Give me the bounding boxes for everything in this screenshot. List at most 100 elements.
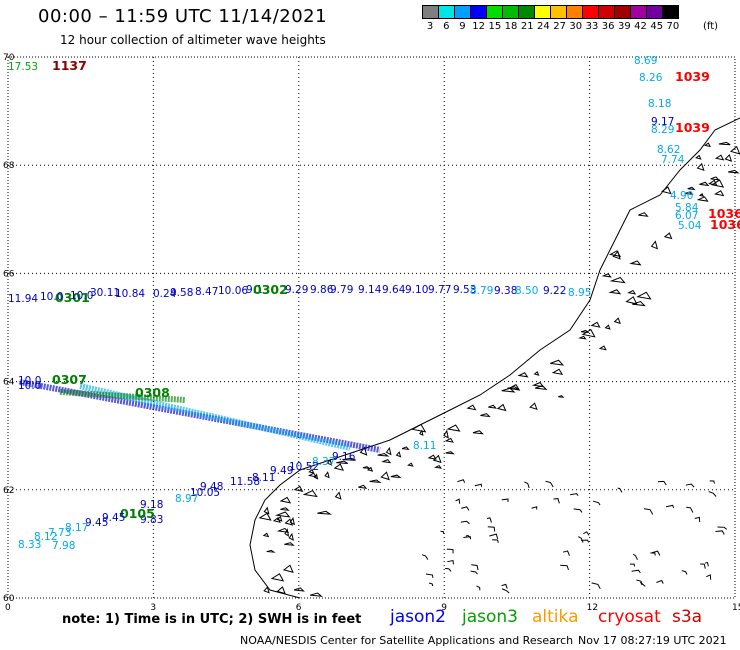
inland-lake bbox=[501, 498, 509, 502]
coastline-island bbox=[293, 587, 305, 592]
color-scale-label: 27 bbox=[553, 21, 566, 32]
y-tick-label: 68 bbox=[3, 161, 15, 171]
inland-lake bbox=[524, 481, 530, 489]
inland-lake bbox=[489, 533, 499, 540]
coastline-island bbox=[432, 454, 442, 464]
inland-lake bbox=[460, 520, 470, 525]
inland-lake bbox=[686, 506, 694, 513]
coastline bbox=[249, 117, 740, 599]
inland-lake bbox=[704, 561, 709, 567]
inland-lake bbox=[694, 516, 701, 523]
x-tick-label: 15 bbox=[732, 603, 740, 613]
legend-s3a: s3a bbox=[672, 607, 703, 627]
inland-lake bbox=[573, 508, 583, 513]
coastline-island bbox=[608, 289, 622, 295]
inland-lake bbox=[708, 491, 717, 497]
coastline-island bbox=[714, 190, 725, 197]
coastline-island bbox=[472, 430, 484, 435]
inland-lake bbox=[717, 526, 728, 530]
wave-height-label: 1036 bbox=[708, 206, 740, 221]
wave-height-label: 5.04 bbox=[678, 220, 702, 232]
wave-height-label: 9.38 bbox=[494, 285, 517, 297]
color-scale-label: 30 bbox=[569, 21, 583, 32]
inland-lake bbox=[545, 480, 554, 488]
coastline-island bbox=[598, 345, 607, 351]
coastline-island bbox=[270, 573, 285, 582]
color-swatch bbox=[502, 5, 519, 19]
wave-height-label: 9.48 bbox=[200, 481, 223, 493]
wave-height-label: 9.16 bbox=[332, 451, 356, 463]
color-swatch bbox=[534, 5, 551, 19]
coastline-island bbox=[288, 532, 294, 541]
inland-lake bbox=[445, 567, 452, 572]
coastline-island bbox=[289, 516, 296, 526]
color-scale bbox=[422, 5, 679, 19]
map-grid bbox=[7, 56, 736, 599]
coastline-island bbox=[446, 424, 461, 432]
color-scale-label: 70 bbox=[666, 21, 680, 32]
coastline-island bbox=[366, 466, 374, 472]
wave-height-label: 8.17 bbox=[65, 522, 88, 534]
inland-lake bbox=[487, 526, 496, 532]
wave-height-label: 8.11 bbox=[413, 440, 436, 452]
inland-lake bbox=[531, 506, 538, 510]
color-swatch bbox=[518, 5, 535, 19]
wave-height-label: 9.29 bbox=[285, 284, 308, 296]
inland-lake bbox=[560, 564, 569, 571]
wave-height-label: 0104 bbox=[0, 0, 35, 3]
inland-lake bbox=[665, 504, 675, 509]
coastline-island bbox=[302, 489, 318, 498]
inland-lake bbox=[428, 582, 434, 587]
coastline-island bbox=[324, 471, 330, 479]
y-tick-label: 70 bbox=[3, 53, 15, 63]
legend-jason2: jason2 bbox=[390, 607, 446, 627]
color-swatch bbox=[630, 5, 647, 19]
coastline-island bbox=[419, 429, 424, 437]
page-title: 00:00 – 11:59 UTC 11/14/2021 bbox=[38, 6, 328, 27]
inland-lake bbox=[700, 563, 706, 569]
coastline-island bbox=[276, 586, 286, 595]
coastline-island bbox=[578, 335, 587, 340]
x-tick-label: 6 bbox=[296, 603, 302, 613]
wave-height-label: 6.07 bbox=[675, 210, 698, 222]
color-swatch bbox=[582, 5, 599, 19]
color-scale-label: 6 bbox=[443, 21, 450, 32]
wave-height-label: 9.10 bbox=[405, 284, 428, 296]
coastline-island bbox=[529, 402, 538, 410]
inland-lake bbox=[681, 570, 688, 575]
inland-lake bbox=[457, 479, 466, 483]
y-tick-label: 60 bbox=[3, 594, 15, 604]
coastline-island bbox=[604, 324, 611, 330]
color-swatch bbox=[470, 5, 487, 19]
wave-height-label: 1039 bbox=[675, 120, 710, 135]
y-tick-label: 62 bbox=[3, 486, 14, 496]
inland-lake bbox=[474, 483, 483, 487]
x-tick-label: 12 bbox=[587, 603, 598, 613]
wave-height-label: 8.97 bbox=[175, 493, 198, 505]
coastline-island bbox=[636, 291, 652, 300]
inland-lake bbox=[570, 493, 579, 496]
inland-lake bbox=[629, 563, 635, 567]
page-subtitle: 12 hour collection of altimeter wave hei… bbox=[60, 33, 326, 47]
coastline-island bbox=[433, 464, 443, 469]
wave-height-label: 0301 bbox=[55, 290, 90, 305]
wave-height-label: 11.94 bbox=[8, 293, 38, 305]
coastline-island bbox=[401, 446, 410, 451]
coastline-island bbox=[284, 542, 295, 546]
coastline-island bbox=[258, 512, 272, 521]
inland-lake bbox=[446, 548, 454, 554]
coastline-island bbox=[496, 403, 507, 412]
coastline-island bbox=[714, 154, 725, 161]
coastline-island bbox=[317, 510, 332, 515]
coastline-island bbox=[266, 549, 276, 553]
inland-lake bbox=[636, 579, 643, 586]
coastline-island bbox=[728, 169, 740, 174]
coastline-island bbox=[551, 368, 564, 376]
color-scale-label: 18 bbox=[504, 21, 518, 32]
wave-height-label: 1036 bbox=[710, 217, 740, 232]
coastline-island bbox=[444, 437, 454, 443]
wave-height-label: 4.90 bbox=[670, 190, 693, 202]
coastline-island bbox=[729, 145, 740, 155]
color-scale-label: 12 bbox=[472, 21, 486, 32]
